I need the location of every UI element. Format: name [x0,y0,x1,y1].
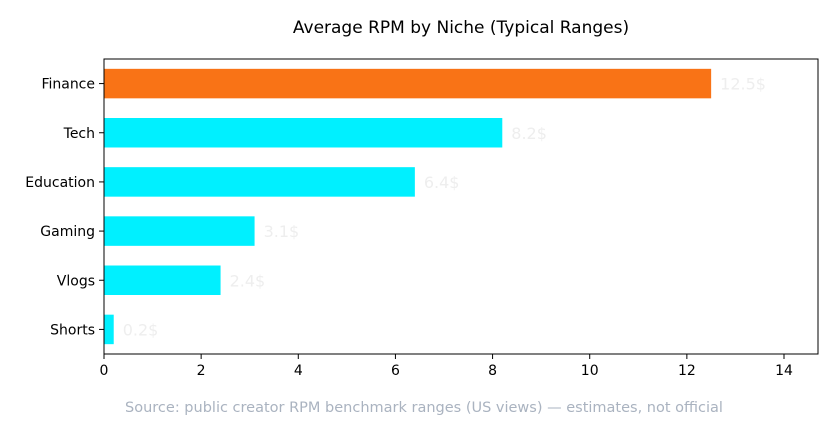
value-label-shorts: 0.2$ [123,320,159,339]
bar-finance [104,68,712,99]
x-tick-label-10: 10 [581,363,599,379]
category-label-gaming: Gaming [40,224,95,240]
category-label-shorts: Shorts [50,322,95,338]
category-label-education: Education [25,175,95,191]
value-labels: 12.5$ 8.2$ 6.4$ 3.1$ 2.4$ 0.2$ [123,75,766,340]
value-label-gaming: 3.1$ [264,222,300,241]
category-labels: Finance Tech Education Gaming Vlogs Shorts [25,77,104,338]
x-tick-label-12: 12 [678,363,696,379]
source-note: Source: public creator RPM benchmark ran… [125,400,723,416]
category-label-finance: Finance [41,77,95,93]
value-label-finance: 12.5$ [720,75,766,94]
value-label-vlogs: 2.4$ [230,271,266,290]
bar-education [104,167,415,197]
value-label-tech: 8.2$ [511,124,547,143]
x-tick-label-0: 0 [100,363,109,379]
value-label-education: 6.4$ [424,173,460,192]
bar-shorts [104,314,114,345]
bar-tech [104,118,503,148]
x-tick-label-14: 14 [775,363,793,379]
x-tick-label-4: 4 [294,363,303,379]
bar-gaming [104,216,255,246]
x-tick-label-8: 8 [488,363,497,379]
category-label-vlogs: Vlogs [57,273,95,289]
bar-vlogs [104,265,221,295]
x-tick-label-6: 6 [391,363,400,379]
plot-frame [103,58,819,355]
bars-group [104,68,712,345]
x-axis: 0 2 4 6 8 10 12 14 [100,354,793,379]
chart-title: Average RPM by Niche (Typical Ranges) [293,18,629,38]
category-label-tech: Tech [63,126,95,142]
x-tick-label-2: 2 [197,363,206,379]
